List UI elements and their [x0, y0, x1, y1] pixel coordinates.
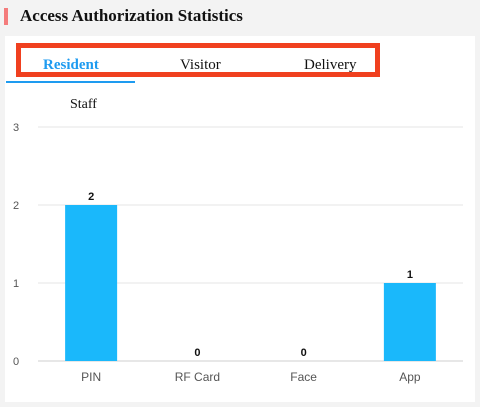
section-header: Access Authorization Statistics — [0, 0, 480, 36]
data-label: 2 — [88, 191, 94, 203]
y-tick-label: 1 — [13, 278, 19, 290]
data-label: 1 — [407, 269, 413, 281]
x-tick-label: PIN — [81, 370, 101, 384]
y-tick-label: 0 — [13, 356, 19, 368]
header-accent-bar — [4, 8, 8, 25]
bar-app[interactable] — [383, 283, 436, 361]
data-label: 0 — [194, 347, 200, 359]
tab-resident[interactable]: Resident — [43, 57, 99, 73]
section-title: Access Authorization Statistics — [20, 6, 243, 25]
tab-delivery[interactable]: Delivery — [304, 57, 357, 73]
x-tick-label: Face — [290, 370, 317, 384]
data-label: 0 — [301, 347, 307, 359]
tab-bar: Resident Visitor Delivery — [16, 43, 380, 77]
active-tab-indicator — [6, 81, 135, 83]
tab-visitor[interactable]: Visitor — [180, 57, 221, 73]
x-tick-label: RF Card — [175, 370, 220, 384]
y-tick-label: 3 — [13, 122, 19, 134]
bar-pin[interactable] — [65, 205, 118, 361]
chart-title: Staff — [70, 97, 97, 112]
y-tick-label: 2 — [13, 200, 19, 212]
x-tick-label: App — [399, 370, 421, 384]
